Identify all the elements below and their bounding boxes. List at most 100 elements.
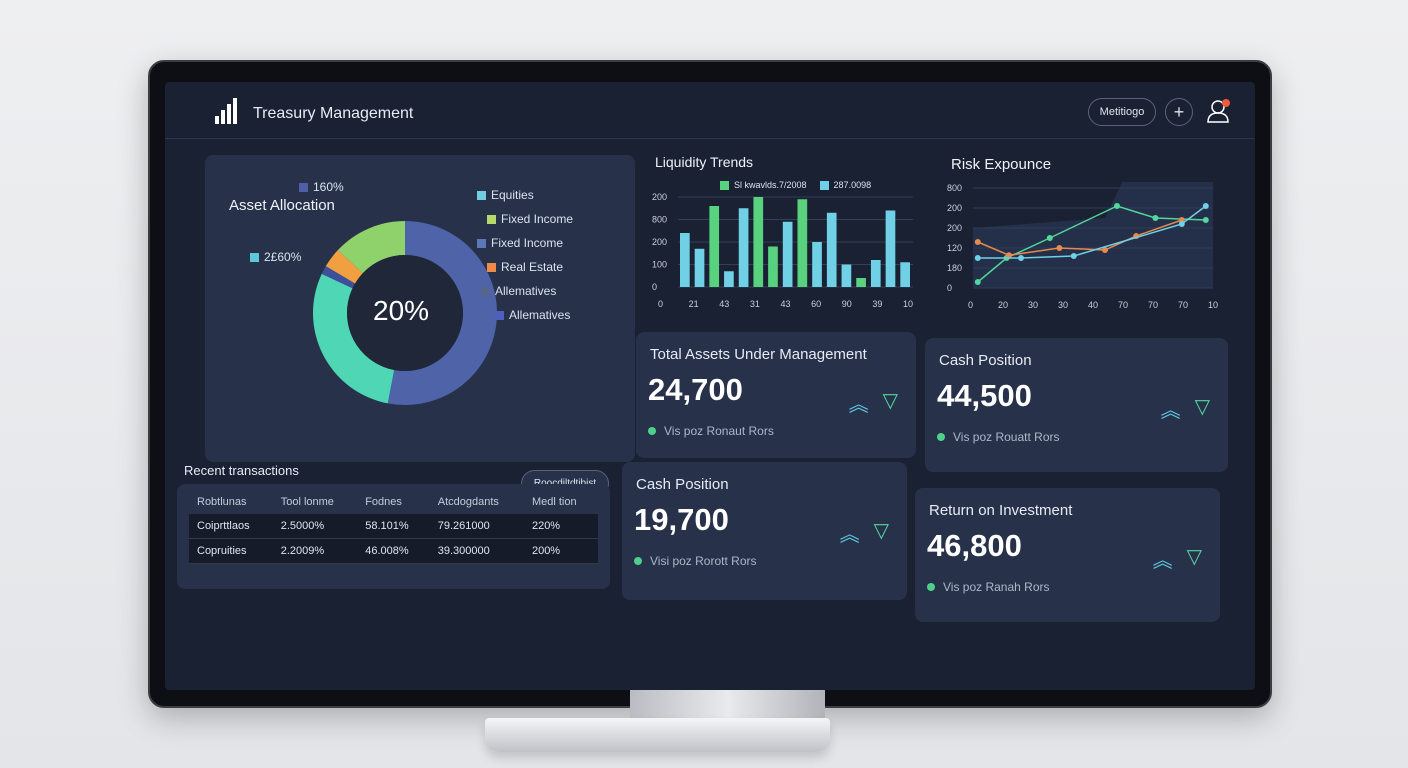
data-point: [1202, 203, 1209, 209]
top-bar: Treasury Management Metitiogo +: [165, 82, 1255, 139]
legend-label: Allematives: [495, 284, 557, 298]
x-tick-label: 70: [1178, 300, 1188, 310]
x-tick-label: 30: [1028, 300, 1038, 310]
kpi-card: Return on Investment 46,800 ︽ ▽ Vis poz Ra…: [915, 488, 1220, 622]
legend-swatch: [495, 310, 504, 320]
legend-entry: Real Estate: [487, 260, 563, 274]
chevron-down-icon[interactable]: ▽: [873, 520, 889, 542]
x-tick-label: 90: [842, 299, 852, 309]
data-point: [1056, 245, 1063, 251]
x-tick-label: 31: [750, 299, 760, 309]
user-notification-icon[interactable]: [1205, 96, 1235, 126]
column-header[interactable]: Robtlunas: [197, 496, 247, 508]
kpi-card: Cash Position 19,700 ︽ ▽ Visi poz Rorott R…: [622, 462, 907, 600]
donut-slice: [313, 273, 395, 404]
chevron-double-up-icon[interactable]: ︽: [848, 394, 869, 416]
y-tick-label: 0: [947, 283, 952, 293]
column-header[interactable]: Fodnes: [365, 496, 402, 508]
menu-button[interactable]: Metitiogo: [1088, 98, 1156, 126]
asset-allocation-panel: Asset Allocation 160% 2£60% 20% Equities…: [205, 155, 635, 462]
data-point: [1018, 255, 1024, 261]
y-tick-label: 200: [947, 223, 962, 233]
table-cell: 220%: [531, 520, 561, 532]
data-point: [1102, 247, 1108, 253]
data-point: [974, 239, 981, 245]
risk-line-chart: 0 180 120 200 200 800 0 20 30 30 40 70 70 70 10: [947, 182, 1218, 310]
data-point: [1152, 215, 1159, 221]
data-point: [1114, 203, 1120, 209]
bar: [753, 197, 764, 287]
x-tick-label: 70: [1148, 300, 1158, 310]
y-tick-label: 200: [947, 203, 962, 213]
x-tick-label: 60: [811, 299, 821, 309]
column-header[interactable]: Atcdogdants: [437, 496, 499, 508]
table-cell: 58.101%: [365, 520, 409, 532]
bar: [870, 260, 881, 287]
y-tick-label: 800: [652, 215, 667, 225]
data-point: [1070, 253, 1077, 259]
y-tick-label: 180: [947, 263, 962, 273]
bar: [680, 233, 690, 287]
table-cell: Copruities: [197, 545, 247, 557]
kpi-label: Total Assets Under Management: [650, 346, 867, 363]
legend-entry: Equities: [477, 188, 534, 202]
status-dot: [648, 427, 656, 435]
table-cell: 39.300000: [437, 545, 490, 557]
bar: [738, 208, 749, 287]
series-line: [977, 219, 1183, 256]
y-tick-label: 0: [652, 282, 657, 292]
x-tick-label: 70: [1118, 300, 1128, 310]
legend-swatch: [477, 190, 486, 200]
data-point: [974, 255, 981, 261]
kpi-label: Return on Investment: [929, 502, 1073, 519]
transactions-table-panel: Robtlunas Tool lonme Fodnes Atcdogdants Medl…: [177, 484, 610, 589]
donut-hole: [347, 255, 463, 371]
data-point: [974, 279, 981, 285]
legend-swatch: [481, 286, 490, 296]
donut-slice: [387, 221, 498, 405]
column-header[interactable]: Medl tion: [531, 496, 577, 508]
chevron-down-icon[interactable]: ▽: [1194, 396, 1210, 418]
bar: [812, 242, 822, 287]
legend-label: Equities: [491, 188, 534, 202]
data-point: [1046, 235, 1053, 241]
chevron-down-icon[interactable]: ▽: [882, 390, 898, 412]
legend-label: Fixed Income: [501, 212, 574, 226]
liquidity-title: Liquidity Trends: [655, 154, 754, 170]
x-tick-label: 10: [903, 299, 913, 309]
bar: [826, 212, 837, 287]
table-cell: 46.008%: [365, 545, 409, 557]
x-tick-label: 20: [998, 300, 1008, 310]
table-row[interactable]: Copruities 2.2009% 46.008% 39.300000 200%: [189, 538, 598, 564]
y-tick-label: 200: [652, 237, 667, 247]
column-header[interactable]: Tool lonme: [280, 496, 334, 508]
callout-label: 2£60%: [250, 250, 301, 264]
kpi-card: Total Assets Under Management 24,700 ︽ ▽ V…: [636, 332, 916, 458]
legend-entry: Allematives: [481, 284, 556, 298]
donut-slice: [321, 266, 356, 289]
donut-chart: [313, 221, 498, 405]
kpi-value: 46,800: [927, 528, 1022, 563]
bar: [885, 210, 896, 287]
table-cell: 2.5000%: [280, 520, 325, 532]
x-tick-label: 43: [719, 299, 729, 309]
table-cell: 200%: [531, 545, 561, 557]
kpi-label: Cash Position: [939, 352, 1032, 369]
donut-slice: [325, 250, 363, 284]
table-row[interactable]: Coiprttlaos 2.5000% 58.101% 79.261000 220%: [189, 514, 598, 539]
status-dot: [634, 557, 642, 565]
x-tick-label: 40: [1088, 300, 1098, 310]
bar: [694, 248, 705, 287]
chevron-double-up-icon[interactable]: ︽: [1160, 400, 1181, 422]
chevron-down-icon[interactable]: ▽: [1186, 546, 1202, 568]
x-tick-label: 43: [781, 299, 791, 309]
legend-label: Real Estate: [501, 260, 564, 274]
chevron-double-up-icon[interactable]: ︽: [1152, 550, 1173, 572]
plus-icon[interactable]: +: [1165, 98, 1193, 126]
kpi-value: 19,700: [634, 502, 729, 537]
data-point: [1202, 217, 1209, 223]
chevron-double-up-icon[interactable]: ︽: [839, 524, 860, 546]
asset-allocation-title: Asset Allocation: [229, 197, 335, 214]
legend-swatch: [477, 238, 486, 248]
kpi-value: 44,500: [937, 378, 1032, 413]
